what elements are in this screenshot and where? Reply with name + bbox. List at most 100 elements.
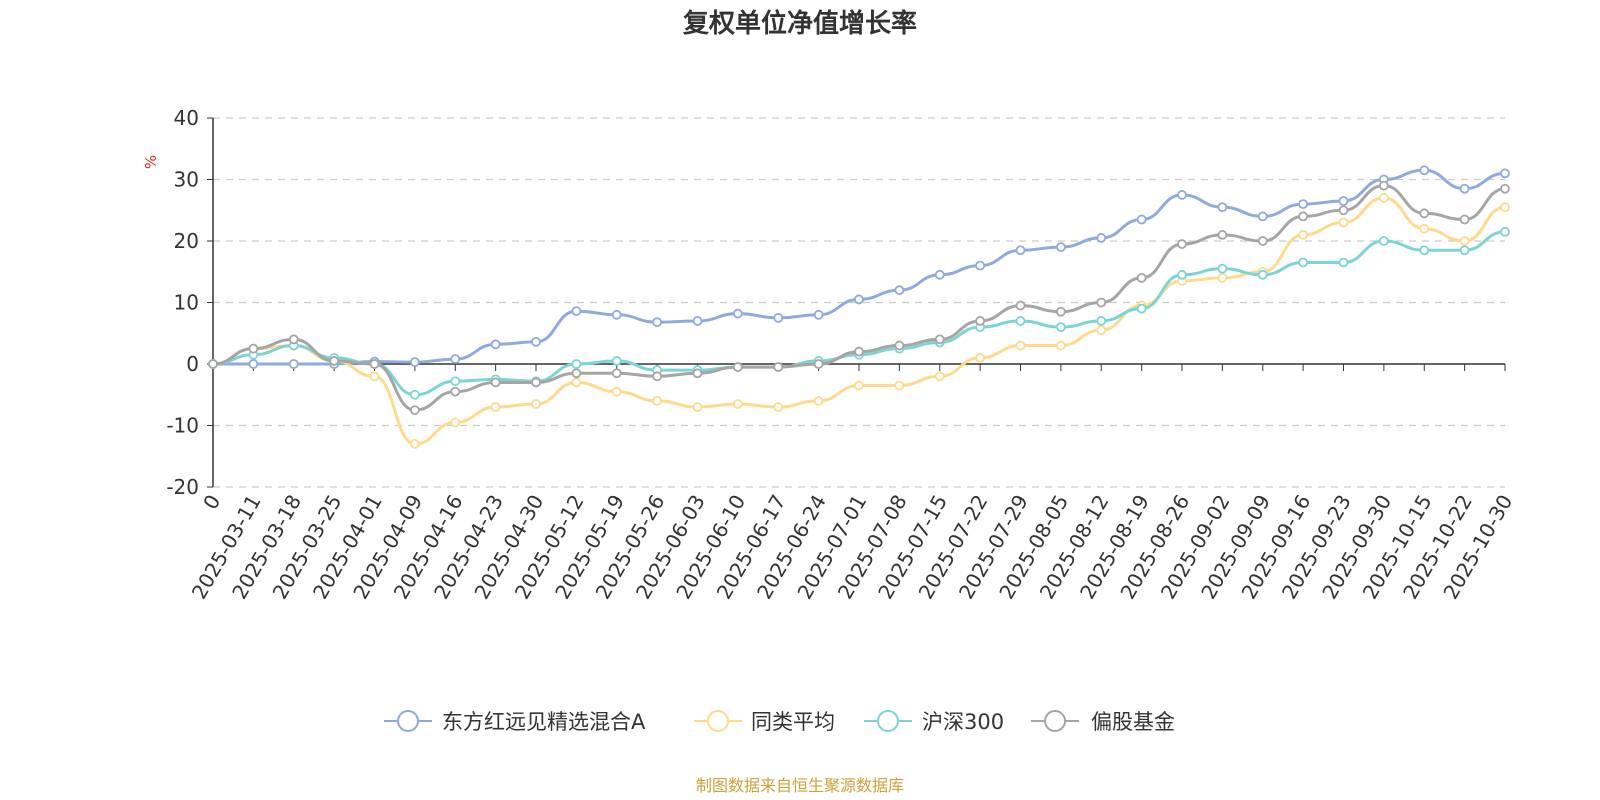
x-tick-labels: 02025-03-112025-03-182025-03-252025-04-0… [187, 491, 1518, 604]
data-point [773, 312, 784, 323]
data-point [692, 368, 703, 379]
data-point [531, 377, 541, 388]
data-point [1378, 180, 1389, 191]
data-point [1419, 245, 1430, 256]
data-point [611, 386, 622, 397]
y-tick-labels: 40 30 20 10 0 -10 -20 [166, 106, 199, 499]
series-lines [208, 165, 1510, 449]
data-point [1177, 269, 1187, 280]
data-point [1257, 211, 1268, 222]
series-line [213, 168, 1506, 366]
data-point [1055, 340, 1066, 351]
data-point [248, 343, 259, 354]
legend-marker [1044, 710, 1066, 732]
data-point [1338, 196, 1349, 206]
data-point [894, 340, 905, 351]
series-2 [208, 193, 1510, 449]
data-point [975, 316, 986, 326]
data-point [1136, 272, 1147, 283]
legend-label: 同类平均 [751, 710, 835, 734]
series-4 [208, 180, 1510, 416]
data-point [934, 334, 945, 345]
y-tick-label: 40 [174, 106, 199, 130]
data-point [611, 309, 622, 320]
data-point [813, 395, 824, 406]
legend-marker [707, 710, 729, 732]
data-point [1217, 272, 1228, 283]
data-point [571, 306, 582, 317]
data-point [490, 339, 501, 350]
data-point [490, 377, 501, 388]
data-point [1338, 257, 1349, 268]
data-point [531, 336, 541, 347]
data-point [854, 294, 864, 305]
data-point [288, 359, 299, 369]
data-point [1298, 199, 1309, 210]
data-point [692, 316, 703, 326]
data-point [1015, 340, 1026, 351]
y-tick-label: 10 [174, 291, 199, 315]
data-point [934, 269, 945, 280]
data-point [773, 362, 784, 372]
data-point [571, 377, 582, 388]
data-point [1378, 193, 1389, 203]
legend-item: 偏股基金 [1031, 710, 1175, 734]
data-point [652, 371, 663, 382]
series-3 [208, 226, 1510, 400]
data-point [732, 308, 743, 319]
data-point [1015, 245, 1026, 256]
data-point [1217, 202, 1228, 213]
data-point [450, 376, 461, 387]
data-point [894, 285, 905, 296]
data-point [1459, 214, 1470, 225]
data-point [1055, 322, 1066, 333]
data-point [1419, 208, 1430, 219]
data-point [773, 402, 784, 412]
data-point [1459, 183, 1470, 194]
data-point [490, 402, 501, 412]
data-point [409, 439, 420, 449]
data-point [369, 359, 380, 369]
data-point [1298, 211, 1309, 222]
source-note: 制图数据来自恒生聚源数据库 [696, 776, 904, 795]
data-point [369, 371, 380, 382]
data-point [732, 399, 743, 409]
data-point [1015, 316, 1026, 326]
data-point [1096, 297, 1107, 308]
y-axis-unit: % [142, 155, 160, 169]
data-point [732, 362, 743, 372]
data-point [1177, 189, 1187, 200]
legend-marker [877, 710, 899, 732]
data-point [611, 368, 622, 379]
data-point [1500, 168, 1510, 179]
data-point [1096, 325, 1107, 336]
data-point [1419, 223, 1430, 234]
x-tick-label: 0 [198, 491, 225, 514]
data-point [409, 357, 420, 368]
data-point [611, 356, 622, 366]
data-point [1419, 165, 1430, 176]
data-point [1500, 183, 1510, 194]
data-point [1500, 202, 1510, 213]
data-point [1338, 217, 1349, 228]
data-point [1136, 303, 1147, 314]
data-point [571, 359, 582, 369]
y-tick-label: -10 [166, 414, 199, 438]
data-point [1177, 239, 1187, 249]
y-tick-label: 30 [174, 168, 199, 192]
y-tick-label: 0 [186, 352, 199, 376]
series-1 [208, 165, 1510, 369]
data-point [1298, 257, 1309, 268]
legend-label: 偏股基金 [1091, 710, 1175, 734]
data-point [1257, 269, 1268, 280]
data-point [1055, 306, 1066, 317]
legend: 东方红远见精选混合A 同类平均 沪深300 偏股基金 [384, 710, 1175, 734]
legend-item: 同类平均 [694, 710, 835, 734]
data-point [409, 389, 420, 400]
data-point [1055, 242, 1066, 253]
data-point [288, 334, 299, 345]
data-point [854, 346, 864, 357]
data-point [409, 405, 420, 416]
legend-label: 东方红远见精选混合A [442, 710, 646, 734]
